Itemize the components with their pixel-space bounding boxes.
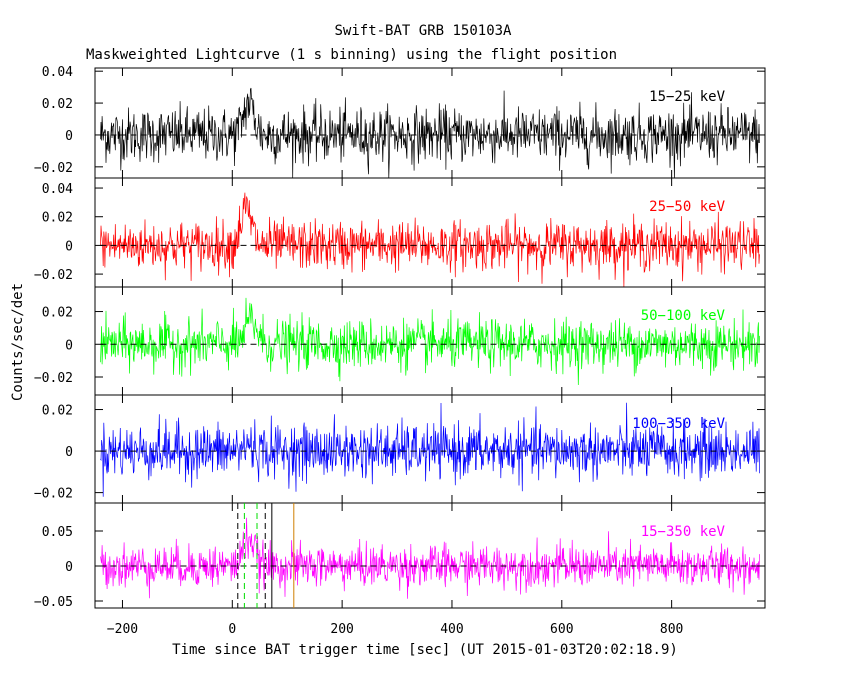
x-axis-label: Time since BAT trigger time [sec] (UT 20… [172, 642, 678, 658]
y-tick-label: −0.02 [34, 371, 73, 386]
lightcurve-series-3 [100, 402, 760, 497]
chart-title: Swift-BAT GRB 150103A [334, 23, 512, 39]
lightcurve-series-1 [100, 192, 760, 288]
y-tick-label: 0.04 [42, 65, 73, 80]
panel-label: 15−25 keV [649, 89, 725, 105]
x-tick-label: 0 [228, 622, 236, 637]
y-tick-label: 0.02 [42, 404, 73, 419]
y-tick-label: −0.05 [34, 595, 73, 610]
y-tick-label: 0 [65, 239, 73, 254]
y-tick-label: −0.02 [34, 487, 73, 502]
x-tick-label: 800 [660, 622, 683, 637]
y-axis-label: Counts/sec/det [10, 283, 26, 401]
lightcurve-series-0 [100, 87, 760, 179]
panel-label: 100−350 keV [632, 416, 725, 432]
x-tick-label: 400 [440, 622, 463, 637]
y-tick-label: 0.02 [42, 306, 73, 321]
y-tick-label: −0.02 [34, 161, 73, 176]
y-tick-label: 0.05 [42, 525, 73, 540]
y-tick-label: 0 [65, 338, 73, 353]
lightcurve-series-4 [100, 517, 760, 599]
x-tick-label: 600 [550, 622, 573, 637]
x-tick-label: 200 [330, 622, 353, 637]
panel-frame [94, 502, 766, 609]
lightcurve-series-2 [100, 297, 760, 386]
y-tick-label: 0.02 [42, 211, 73, 226]
x-tick-label: −200 [107, 622, 138, 637]
panel-label: 50−100 keV [641, 308, 726, 324]
panel-label: 15−350 keV [641, 524, 726, 540]
panel-label: 25−50 keV [649, 199, 725, 215]
y-tick-label: 0 [65, 560, 73, 575]
y-tick-label: 0 [65, 445, 73, 460]
y-tick-label: 0.04 [42, 182, 73, 197]
panels-group: −0.02 0 0.02 0.04 15−25 keV −0.02 0 0.02 0.04 25−… [34, 65, 766, 637]
y-tick-label: 0.02 [42, 97, 73, 112]
y-tick-label: −0.02 [34, 268, 73, 283]
chart-subtitle: Maskweighted Lightcurve (1 s binning) us… [86, 47, 617, 63]
y-tick-label: 0 [65, 129, 73, 144]
